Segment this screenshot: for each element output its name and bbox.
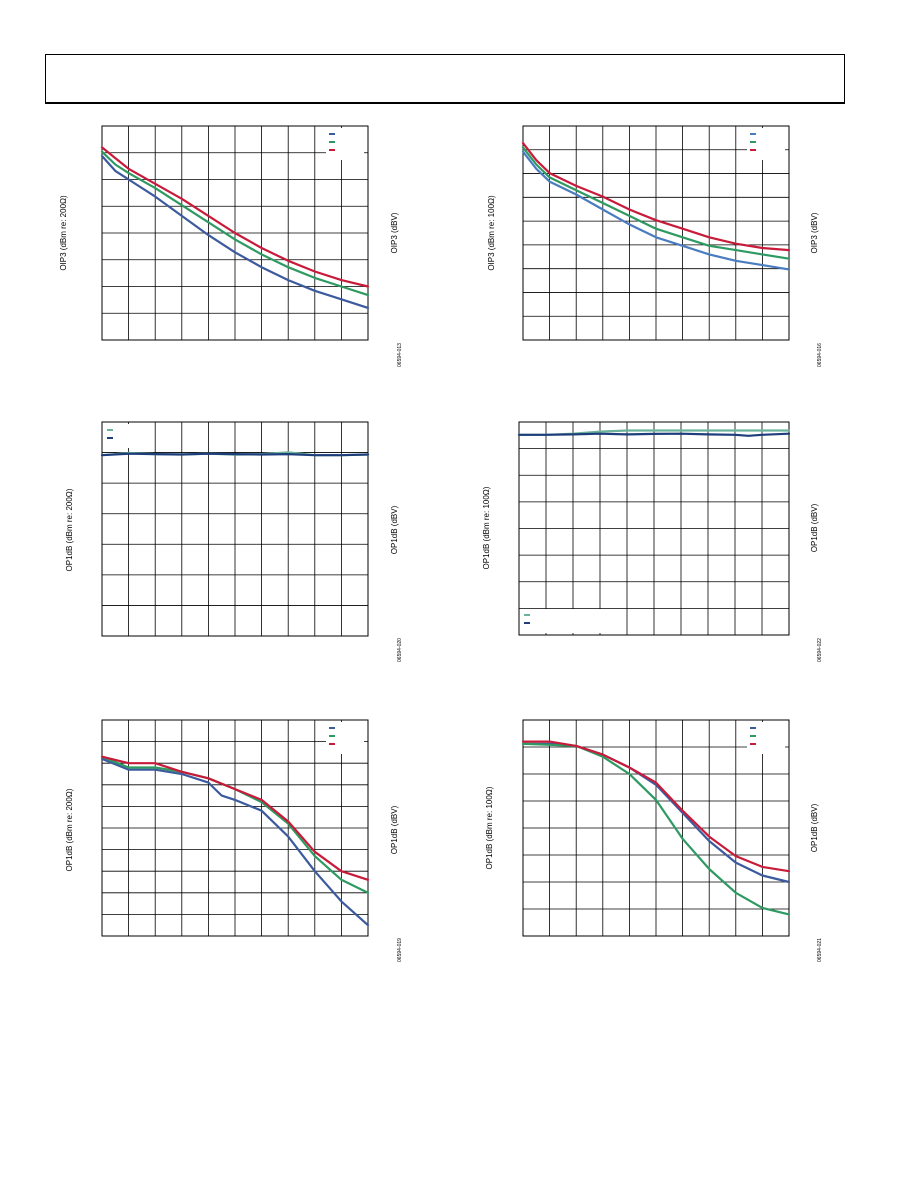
y2-axis-label: OIP3 (dBV)	[390, 212, 399, 253]
figure-id: 06594-020	[397, 638, 403, 662]
legend-box	[747, 128, 785, 160]
y2-axis-label: OP1dB (dBV)	[810, 803, 819, 852]
y-axis-label: OIP3 (dBm re: 200Ω)	[59, 195, 68, 271]
y2-axis-label: OP1dB (dBV)	[390, 805, 399, 854]
plot-frame	[518, 421, 790, 636]
y2-axis-label: OIP3 (dBV)	[810, 212, 819, 253]
y-axis-label: OP1dB (dBm re: 100Ω)	[485, 786, 494, 869]
series-line	[517, 432, 791, 437]
y-axis-label: OP1dB (dBm re: 200Ω)	[65, 488, 74, 571]
series-line	[100, 154, 370, 309]
y2-axis-label: OP1dB (dBV)	[390, 505, 399, 554]
plot-frame	[522, 719, 790, 937]
y-axis-label: OIP3 (dBm re: 100Ω)	[487, 195, 496, 271]
legend-box	[521, 609, 625, 633]
series-line	[521, 740, 791, 873]
series-line	[521, 150, 791, 271]
chart-3: OP1dB (dBm re: 200Ω) OP1dB (dBV) 06594-020	[65, 421, 403, 662]
series-line	[100, 757, 370, 927]
plot-frame	[101, 719, 369, 937]
chart-1: OIP3 (dBm re: 200Ω) OIP3 (dBV) 06594-013	[59, 125, 403, 367]
page-header-box	[45, 54, 845, 104]
legend-box	[326, 722, 364, 754]
series-line	[100, 452, 370, 457]
chart-4: OP1dB (dBm re: 100Ω) OP1dB (dBV) 06594-022	[482, 421, 823, 662]
series-line	[521, 142, 791, 252]
y-axis-label: OP1dB (dBm re: 200Ω)	[65, 788, 74, 871]
series-line	[100, 150, 370, 297]
plot-frame	[101, 421, 369, 637]
figure-id: 06594-021	[817, 938, 823, 962]
legend-box	[326, 128, 364, 160]
chart-2: OIP3 (dBm re: 100Ω) OIP3 (dBV) 06594-016	[487, 125, 823, 367]
figure-id: 06594-016	[817, 343, 823, 367]
series-line	[521, 146, 791, 260]
y-axis-label: OP1dB (dBm re: 100Ω)	[482, 486, 491, 569]
series-line	[100, 146, 370, 288]
series-line	[100, 755, 370, 881]
chart-6: OP1dB (dBm re: 100Ω) OP1dB (dBV) 06594-021	[485, 719, 823, 962]
figure-id: 06594-013	[397, 343, 403, 367]
legend-box	[104, 424, 142, 448]
y2-axis-label: OP1dB (dBV)	[810, 503, 819, 552]
plot-frame	[522, 125, 790, 341]
legend-box	[747, 722, 785, 754]
figure-id: 06594-022	[817, 638, 823, 662]
figure-id: 06594-019	[397, 938, 403, 962]
chart-5: OP1dB (dBm re: 200Ω) OP1dB (dBV) 06594-019	[65, 719, 403, 962]
plot-frame	[101, 125, 369, 341]
